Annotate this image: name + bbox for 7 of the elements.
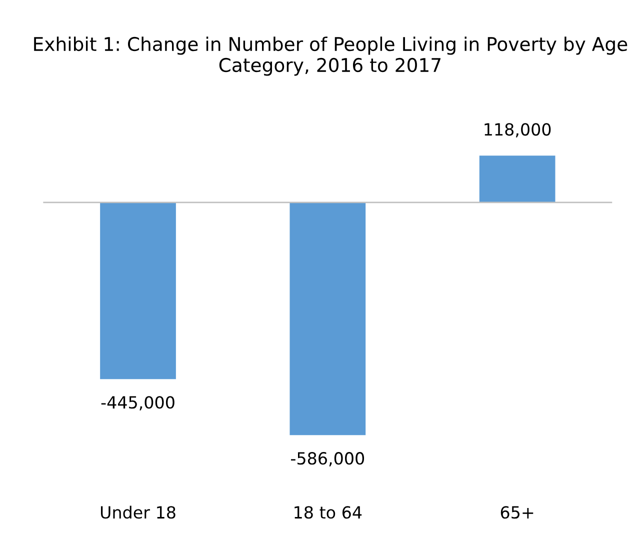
data-label: 118,000 (484, 123, 551, 138)
chart-title: Exhibit 1: Change in Number of People Living in Poverty by Age Category, 2016 to 2017 (34, 36, 628, 76)
x-tick-label: 18 to 64 (294, 506, 362, 519)
data-label: -445,000 (101, 396, 174, 410)
x-tick-label: 65+ (500, 506, 534, 519)
data-label: -586,000 (291, 452, 364, 466)
x-tick-label: Under 18 (100, 506, 176, 519)
